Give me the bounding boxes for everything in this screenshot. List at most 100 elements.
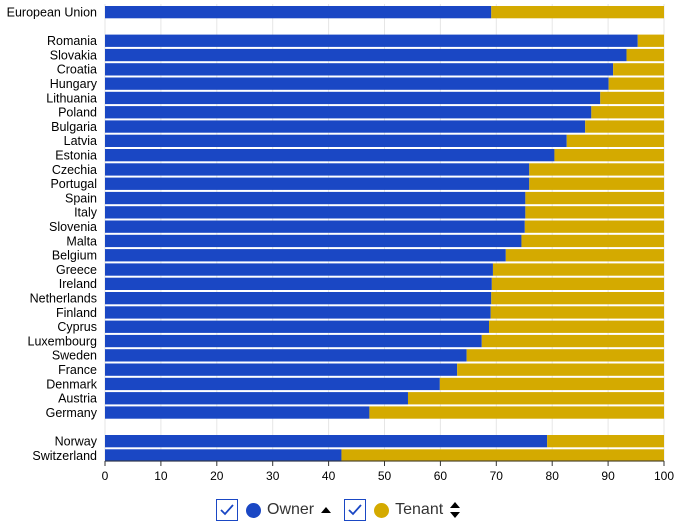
bar-owner-austria[interactable]	[105, 392, 408, 405]
category-label-poland: Poland	[58, 106, 97, 120]
legend-item-owner[interactable]: Owner	[216, 499, 332, 521]
bar-owner-croatia[interactable]	[105, 63, 614, 76]
bar-tenant-germany[interactable]	[369, 406, 664, 419]
category-label-norway: Norway	[55, 434, 98, 448]
bar-tenant-belgium[interactable]	[505, 249, 664, 262]
tenant-checkbox[interactable]	[344, 499, 367, 521]
owner-swatch	[246, 502, 261, 518]
bar-tenant-ireland[interactable]	[491, 277, 664, 290]
bar-owner-greece[interactable]	[105, 263, 493, 276]
category-label-lithuania: Lithuania	[46, 91, 97, 105]
bar-tenant-netherlands[interactable]	[491, 292, 664, 305]
bar-owner-luxembourg[interactable]	[105, 334, 482, 348]
bar-tenant-romania[interactable]	[637, 34, 664, 47]
bar-owner-european-union[interactable]	[105, 6, 492, 19]
bar-tenant-latvia[interactable]	[566, 134, 664, 147]
bar-owner-germany[interactable]	[105, 406, 370, 419]
bar-owner-norway[interactable]	[105, 435, 548, 448]
x-tick-label-80: 80	[546, 469, 560, 483]
category-label-netherlands: Netherlands	[30, 291, 97, 305]
bar-owner-cyprus[interactable]	[105, 320, 490, 333]
bar-tenant-czechia[interactable]	[529, 163, 664, 176]
category-label-ireland: Ireland	[59, 277, 97, 291]
bar-tenant-spain[interactable]	[525, 191, 664, 205]
bar-tenant-france[interactable]	[457, 363, 664, 376]
category-label-malta: Malta	[66, 234, 97, 248]
category-label-hungary: Hungary	[50, 77, 98, 91]
bar-owner-slovakia[interactable]	[105, 48, 627, 62]
legend-item-tenant[interactable]: Tenant	[344, 499, 461, 521]
category-label-croatia: Croatia	[57, 63, 97, 77]
category-label-spain: Spain	[65, 191, 97, 205]
bar-owner-estonia[interactable]	[105, 149, 555, 162]
bar-tenant-estonia[interactable]	[554, 149, 664, 162]
bar-owner-denmark[interactable]	[105, 377, 440, 391]
bar-owner-malta[interactable]	[105, 234, 522, 248]
bar-owner-portugal[interactable]	[105, 177, 530, 190]
category-label-estonia: Estonia	[55, 148, 97, 162]
category-label-denmark: Denmark	[46, 377, 97, 391]
owner-label: Owner	[267, 501, 315, 518]
x-tick-label-50: 50	[378, 469, 392, 483]
bar-owner-spain[interactable]	[105, 191, 526, 205]
bar-tenant-european-union[interactable]	[491, 6, 664, 19]
bar-owner-slovenia[interactable]	[105, 220, 525, 233]
bar-owner-finland[interactable]	[105, 306, 491, 319]
bar-owner-bulgaria[interactable]	[105, 120, 586, 133]
bar-owner-netherlands[interactable]	[105, 292, 492, 305]
bar-owner-poland[interactable]	[105, 106, 592, 119]
bar-tenant-poland[interactable]	[591, 106, 664, 119]
bar-owner-latvia[interactable]	[105, 134, 567, 147]
x-tick-label-70: 70	[490, 469, 504, 483]
category-label-austria: Austria	[58, 392, 97, 406]
owner-checkbox[interactable]	[216, 499, 238, 521]
category-label-greece: Greece	[56, 263, 97, 277]
bar-tenant-luxembourg[interactable]	[481, 334, 664, 348]
tenant-label: Tenant	[395, 501, 444, 518]
bar-tenant-slovenia[interactable]	[524, 220, 664, 233]
bar-owner-hungary[interactable]	[105, 77, 609, 90]
bar-tenant-croatia[interactable]	[613, 63, 664, 76]
bar-tenant-denmark[interactable]	[439, 377, 664, 391]
bar-owner-sweden[interactable]	[105, 349, 467, 362]
bar-tenant-sweden[interactable]	[466, 349, 664, 362]
category-label-romania: Romania	[47, 34, 97, 48]
bar-tenant-greece[interactable]	[492, 263, 664, 276]
category-label-portugal: Portugal	[50, 177, 97, 191]
chart: European Union RomaniaSlovakiaCroatiaHung…	[7, 4, 674, 483]
bar-tenant-bulgaria[interactable]	[585, 120, 664, 133]
bar-tenant-switzerland[interactable]	[341, 449, 664, 462]
bar-owner-france[interactable]	[105, 363, 458, 376]
x-tick-label-40: 40	[322, 469, 336, 483]
bar-tenant-portugal[interactable]	[529, 177, 664, 190]
bar-tenant-italy[interactable]	[525, 206, 664, 219]
category-label-luxembourg: Luxembourg	[28, 334, 98, 348]
bar-owner-ireland[interactable]	[105, 277, 492, 290]
bar-owner-romania[interactable]	[105, 34, 638, 47]
category-label-finland: Finland	[56, 306, 97, 320]
category-label-cyprus: Cyprus	[57, 320, 97, 334]
category-label-sweden: Sweden	[52, 349, 97, 363]
sort-ascending-icon[interactable]	[320, 501, 332, 519]
bar-tenant-austria[interactable]	[407, 392, 664, 405]
bar-tenant-hungary[interactable]	[608, 77, 664, 90]
check-icon	[220, 504, 234, 516]
bar-tenant-malta[interactable]	[521, 234, 664, 248]
bar-owner-lithuania[interactable]	[105, 91, 601, 105]
sort-both-icon[interactable]	[449, 501, 461, 519]
category-label-czechia: Czechia	[52, 163, 97, 177]
bar-tenant-lithuania[interactable]	[600, 91, 664, 105]
bar-owner-switzerland[interactable]	[105, 449, 342, 462]
x-tick-label-60: 60	[434, 469, 448, 483]
bar-owner-belgium[interactable]	[105, 249, 506, 262]
category-label-france: France	[58, 363, 97, 377]
bar-tenant-cyprus[interactable]	[489, 320, 664, 333]
bar-tenant-slovakia[interactable]	[626, 48, 664, 62]
x-tick-label-30: 30	[266, 469, 280, 483]
x-tick-label-20: 20	[210, 469, 224, 483]
bar-owner-czechia[interactable]	[105, 163, 530, 176]
bar-owner-italy[interactable]	[105, 206, 526, 219]
category-label-switzerland: Switzerland	[32, 449, 97, 463]
bar-tenant-norway[interactable]	[547, 435, 664, 448]
bar-tenant-finland[interactable]	[490, 306, 664, 319]
